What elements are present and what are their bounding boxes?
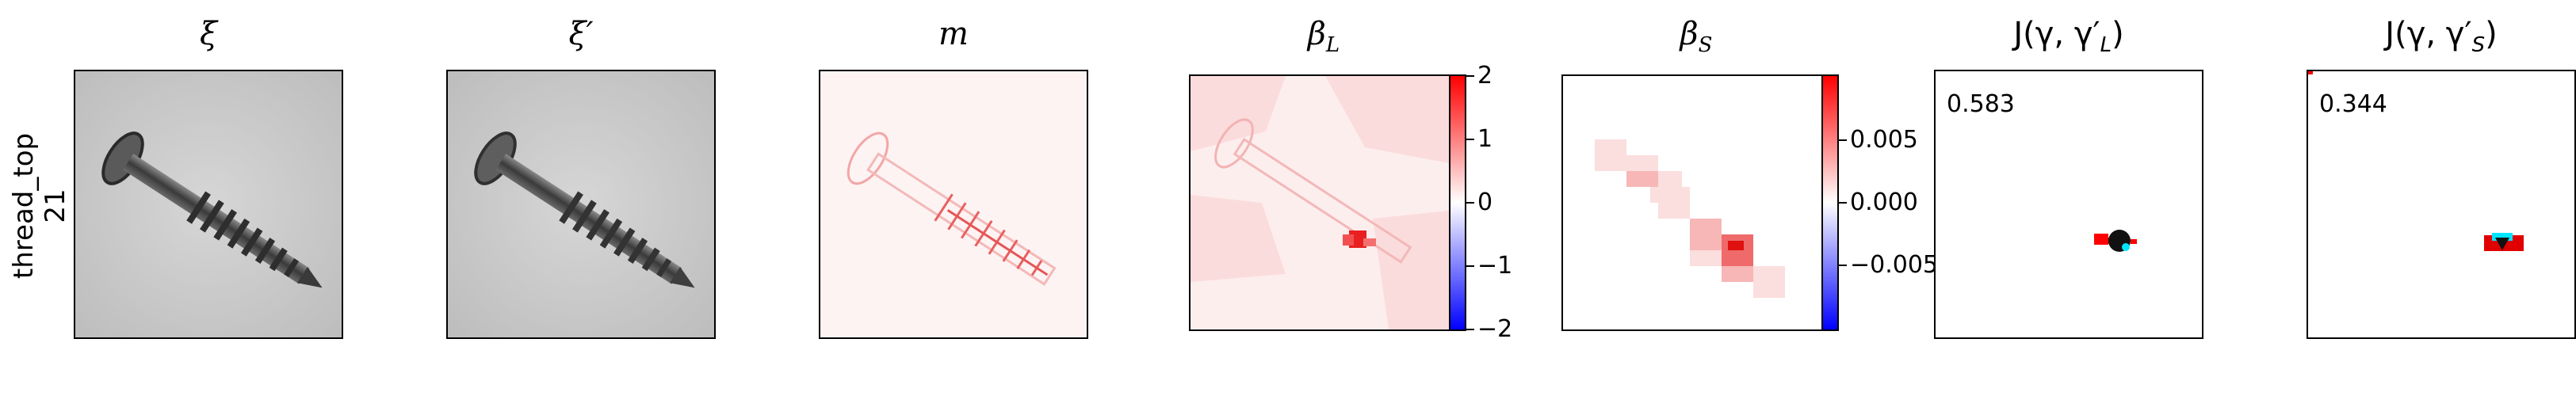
j-l-score: 0.583 xyxy=(1947,90,2015,118)
screw-image-reconstruction xyxy=(448,71,714,337)
beta-l-tick-2: 0 xyxy=(1477,188,1493,216)
beta-s-title-sub: S xyxy=(1698,33,1713,57)
beta-s-tick-1: 0.000 xyxy=(1850,188,1918,216)
row-label-index: 21 xyxy=(40,188,71,223)
j-s-title-end: ) xyxy=(2485,16,2498,52)
mask-panel xyxy=(819,70,1088,339)
xi-prime-image-panel xyxy=(446,70,716,339)
beta-s-panel xyxy=(1561,74,1823,331)
beta-s-tick-0: 0.005 xyxy=(1850,126,1918,154)
beta-l-tick-1: 1 xyxy=(1477,125,1493,153)
beta-l-colorbar xyxy=(1449,74,1466,331)
screw-image xyxy=(75,71,342,337)
beta-s-title: βS xyxy=(1561,16,1831,57)
j-s-title: J(γ, γ′S) xyxy=(2307,16,2576,57)
j-l-title: J(γ, γ′L) xyxy=(1934,16,2203,57)
row-label-class: thread_top xyxy=(8,132,40,280)
xi-title: ξ xyxy=(199,16,218,52)
beta-l-title-main: β xyxy=(1307,16,1326,52)
j-l-title-end: ) xyxy=(2112,16,2124,52)
beta-l-tick-0: 2 xyxy=(1477,62,1493,89)
beta-l-title-sub: L xyxy=(1325,33,1340,57)
j-l-panel: 0.583 xyxy=(1934,70,2203,339)
j-s-panel: 0.344 xyxy=(2307,70,2576,339)
row-label: thread_top 21 xyxy=(0,0,71,396)
j-l-overlap-map xyxy=(2094,230,2137,252)
beta-s-colorbar xyxy=(1821,74,1839,331)
j-l-title-sub: L xyxy=(2100,33,2112,57)
beta-s-heatmap xyxy=(1563,76,1821,329)
j-l-title-main: J(γ, γ′ xyxy=(2013,16,2100,52)
xi-image-panel xyxy=(74,70,343,339)
j-s-score: 0.344 xyxy=(2319,90,2387,118)
beta-l-tick-4: −2 xyxy=(1477,315,1513,343)
beta-s-tick-2: −0.005 xyxy=(1850,251,1939,279)
j-s-overlap-map xyxy=(2308,71,2524,251)
m-title: m xyxy=(938,16,969,52)
beta-l-panel xyxy=(1189,74,1450,331)
beta-l-tick-3: −1 xyxy=(1477,252,1513,280)
j-s-title-main: J(γ, γ′ xyxy=(2385,16,2472,52)
mask-heatmap xyxy=(820,71,1087,337)
j-s-title-sub: S xyxy=(2471,33,2486,57)
xi-prime-title: ξ′ xyxy=(568,16,594,52)
beta-l-heatmap xyxy=(1191,76,1449,329)
beta-l-title: βL xyxy=(1189,16,1458,57)
beta-s-title-main: β xyxy=(1680,16,1699,52)
